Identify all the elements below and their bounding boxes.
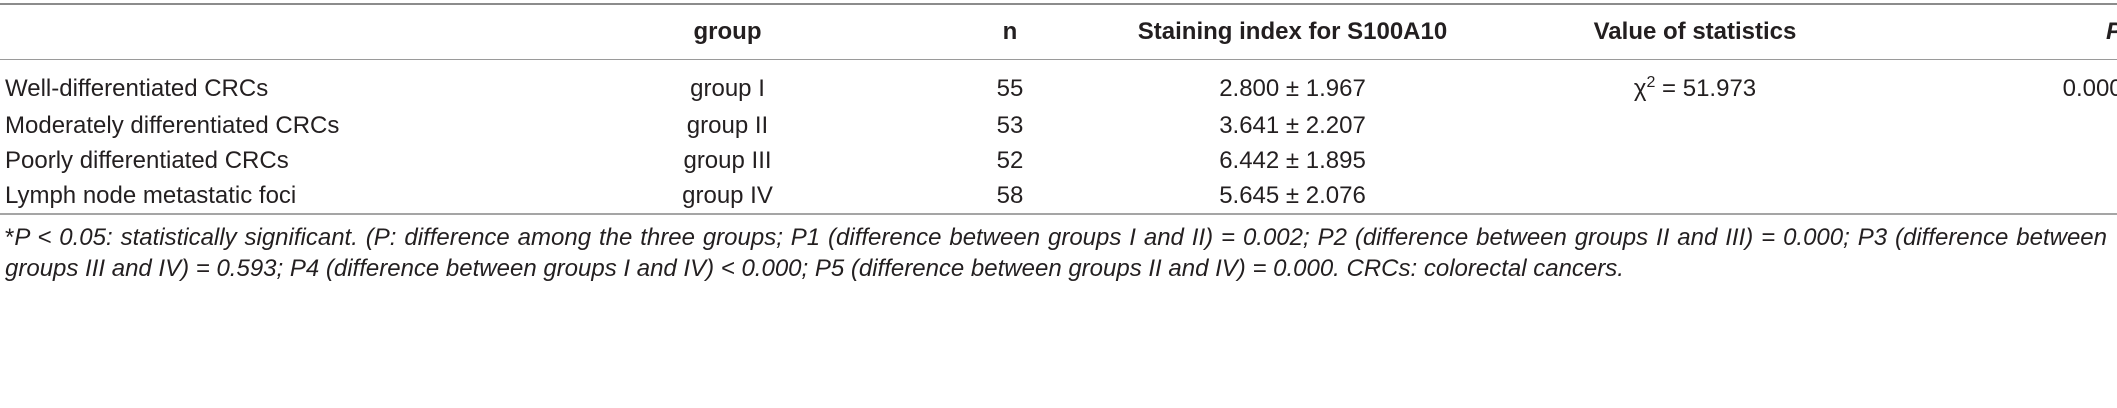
table-row: Poorly differentiated CRCs group III 52 … bbox=[0, 143, 2117, 178]
bottom-rule bbox=[0, 213, 2117, 215]
statistic-cell bbox=[1495, 108, 1895, 143]
header-rule bbox=[0, 59, 2117, 60]
row-label: Moderately differentiated CRCs bbox=[5, 111, 340, 139]
statistic-superscript: 2 bbox=[1646, 74, 1656, 91]
statistic-cell bbox=[1495, 178, 1895, 213]
n-cell: 58 bbox=[996, 181, 1024, 209]
header-cell-staining-index: Staining index for S100A10 bbox=[1137, 18, 1448, 45]
top-rule bbox=[0, 3, 2117, 5]
header-cell-p: P bbox=[1895, 0, 2117, 62]
table-row: Moderately differentiated CRCs group II … bbox=[0, 108, 2117, 143]
n-cell: 53 bbox=[996, 111, 1024, 139]
row-label: Poorly differentiated CRCs bbox=[5, 146, 289, 174]
n-cell: 52 bbox=[996, 146, 1024, 174]
staining-index-cell: 6.442 ± 1.895 bbox=[1219, 146, 1366, 174]
header-cell-value-of-statistics: Value of statistics bbox=[1593, 18, 1797, 45]
table-footnote: *P < 0.05: statistically significant. (P… bbox=[5, 222, 2107, 284]
staining-index-cell: 3.641 ± 2.207 bbox=[1219, 111, 1366, 139]
header-row: group n Staining index for S100A10 Value… bbox=[0, 0, 2117, 62]
group-cell: group IV bbox=[682, 181, 773, 209]
data-table: group n Staining index for S100A10 Value… bbox=[0, 0, 2117, 213]
row-label: Lymph node metastatic foci bbox=[5, 181, 297, 209]
group-cell: group II bbox=[686, 111, 769, 139]
p-cell bbox=[1895, 178, 2117, 213]
table-row: Lymph node metastatic foci group IV 58 5… bbox=[0, 178, 2117, 213]
p-cell bbox=[1895, 143, 2117, 178]
group-cell: group III bbox=[683, 146, 772, 174]
header-cell-group: group bbox=[693, 18, 762, 45]
staining-index-cell: 2.800 ± 1.967 bbox=[1219, 75, 1366, 102]
p-cell: 0.000* bbox=[2062, 75, 2117, 102]
footnote-marker: * bbox=[5, 224, 15, 251]
statistic-cell bbox=[1495, 143, 1895, 178]
group-cell: group I bbox=[690, 75, 765, 102]
header-cell-blank bbox=[0, 0, 525, 62]
staining-index-cell: 5.645 ± 2.076 bbox=[1219, 181, 1366, 209]
p-cell bbox=[1895, 108, 2117, 143]
statistic-value: = 51.973 bbox=[1655, 75, 1757, 102]
row-label: Well-differentiated CRCs bbox=[5, 75, 269, 102]
n-cell: 55 bbox=[996, 75, 1024, 102]
footnote-text: P < 0.05: statistically significant. (P:… bbox=[5, 224, 2107, 282]
statistic-cell: χ2 = 51.973 bbox=[1495, 62, 1895, 108]
statistic-symbol: χ bbox=[1633, 75, 1647, 102]
header-cell-n: n bbox=[1002, 18, 1018, 45]
table-row: Well-differentiated CRCs group I 55 2.80… bbox=[0, 62, 2117, 108]
